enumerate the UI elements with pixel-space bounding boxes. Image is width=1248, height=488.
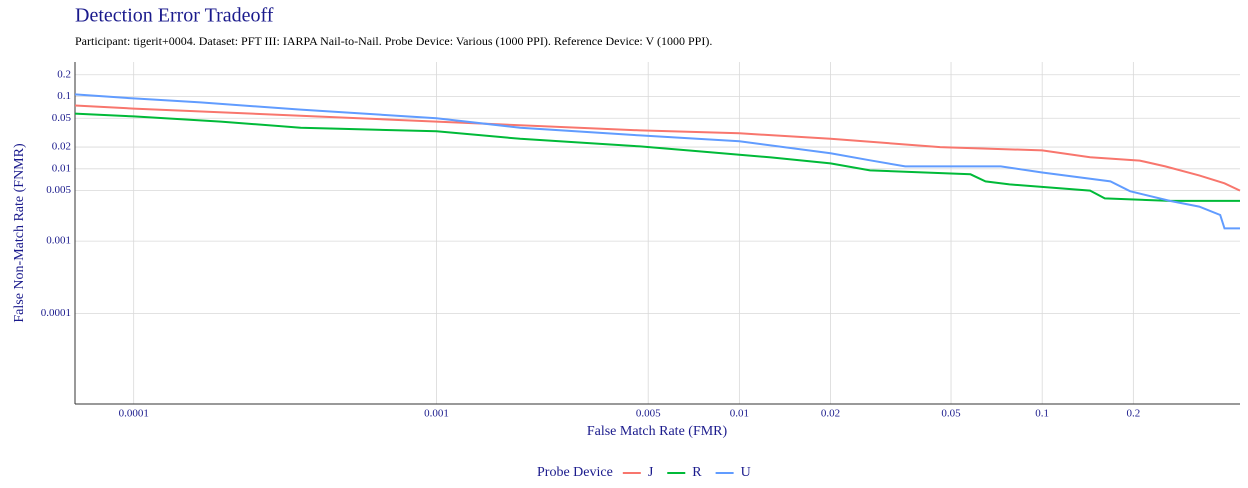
x-axis-label: False Match Rate (FMR) (587, 424, 728, 439)
x-tick-label: 0.005 (636, 408, 661, 420)
x-tick-label: 0.01 (730, 408, 749, 420)
chart-title: Detection Error Tradeoff (75, 5, 274, 27)
legend-label: R (692, 465, 702, 480)
series-line (74, 93, 1240, 230)
x-tick-label: 0.1 (1035, 408, 1049, 420)
y-tick-label: 0.02 (52, 141, 71, 153)
y-tick-label: 0.001 (46, 235, 71, 247)
y-tick-label: 0.2 (57, 68, 71, 80)
legend-label: J (648, 465, 654, 480)
y-tick-label: 0.05 (52, 112, 72, 124)
legend-title: Probe Device (537, 465, 613, 480)
x-tick-label: 0.001 (424, 408, 449, 420)
y-tick-label: 0.01 (52, 162, 71, 174)
chart-subtitle: Participant: tigerit+0004. Dataset: PFT … (75, 34, 712, 48)
y-tick-label: 0.0001 (41, 307, 71, 319)
x-tick-label: 0.2 (1126, 408, 1140, 420)
x-tick-label: 0.02 (821, 408, 840, 420)
y-axis-label: False Non-Match Rate (FNMR) (12, 143, 27, 323)
x-tick-label: 0.0001 (119, 408, 149, 420)
series-line (74, 112, 1240, 202)
x-tick-label: 0.05 (941, 408, 961, 420)
legend-label: U (741, 465, 751, 480)
y-tick-label: 0.1 (57, 90, 71, 102)
plot-panel (75, 62, 1240, 404)
y-tick-label: 0.005 (46, 184, 71, 196)
